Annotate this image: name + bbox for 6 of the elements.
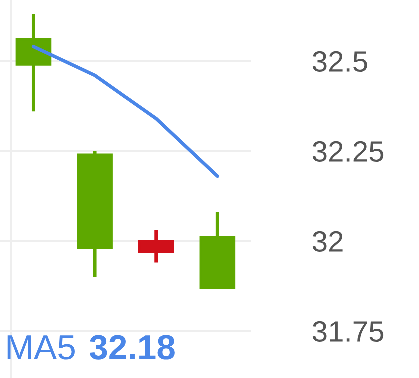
annotation: 32.18 bbox=[90, 335, 175, 360]
y-tick-label: 31.75 bbox=[312, 321, 384, 342]
text: MA5 bbox=[8, 336, 75, 360]
y-tick-label: 32.5 bbox=[312, 51, 368, 72]
y-tick-label: 32 bbox=[312, 231, 343, 252]
y-tick-label: 32.25 bbox=[312, 141, 384, 162]
